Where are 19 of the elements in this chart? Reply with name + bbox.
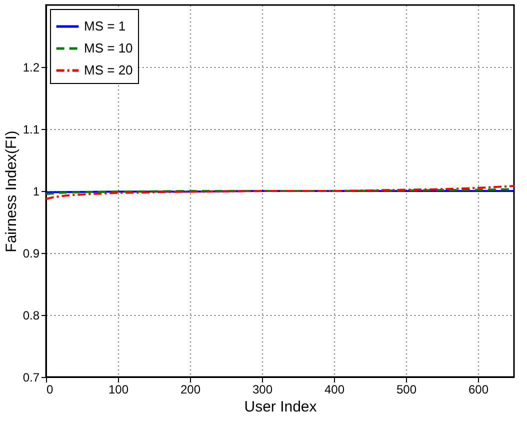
x-tick-label: 600 [468, 382, 489, 396]
x-tick-label: 500 [396, 382, 417, 396]
y-tick-label: 1.2 [22, 60, 40, 74]
legend-label: MS = 20 [84, 62, 133, 78]
y-tick-label: 1.1 [22, 122, 40, 136]
x-axis-title: User Index [244, 398, 318, 416]
y-tick-label: 0.9 [22, 246, 40, 260]
x-tick-label: 100 [108, 382, 129, 396]
y-tick-label: 1 [32, 184, 40, 198]
x-tick-label: 300 [252, 382, 273, 396]
legend-label: MS = 10 [84, 40, 133, 56]
y-tick-label: 0.8 [22, 308, 40, 322]
legend-label: MS = 1 [84, 18, 126, 34]
line-series [46, 185, 514, 200]
y-tick-label: 0.7 [22, 370, 40, 384]
x-tick-label: 0 [46, 382, 54, 396]
x-tick-label: 400 [324, 382, 345, 396]
x-tick-label: 200 [180, 382, 201, 396]
y-axis-title: Fairness Index(FI) [2, 130, 20, 252]
